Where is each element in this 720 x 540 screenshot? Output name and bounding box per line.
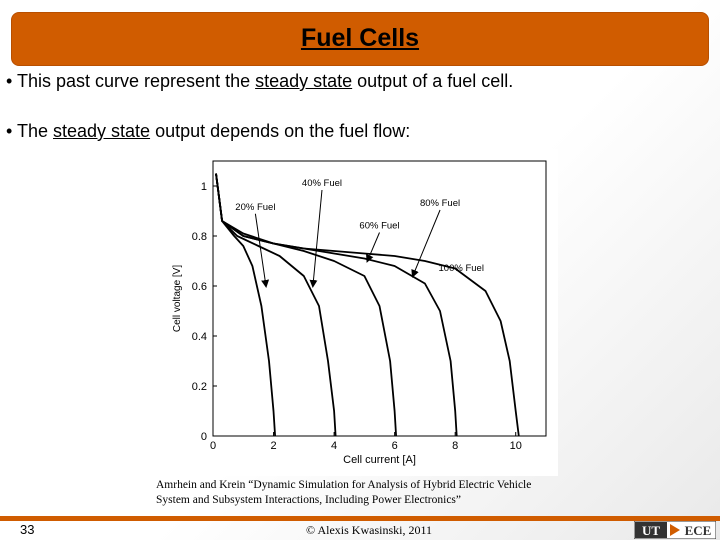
x-tick-label: 10 [510,440,522,452]
ut-ece-logo: UT ECE [634,521,716,539]
annotation-label-4: 80% Fuel [420,198,460,209]
annotation-label-2: 40% Fuel [302,178,342,189]
footer-divider [0,516,720,521]
figure-caption: Amrhein and Krein “Dynamic Simulation fo… [156,478,576,508]
bullet-1-suffix: output of a fuel cell. [352,71,514,91]
annotation-label-3: 60% Fuel [359,221,399,232]
x-tick-label: 2 [270,440,276,452]
y-tick-label: 0.4 [192,331,207,343]
annotation-label-5: 100% Fuel [439,263,484,274]
page-number: 33 [20,522,35,537]
x-tick-label: 8 [452,440,458,452]
bullet-2: • The steady state output depends on the… [6,121,410,142]
series-line-1 [215,173,276,437]
annotation-label-1: 20% Fuel [235,202,275,213]
x-tick-label: 6 [392,440,398,452]
caption-line-2: System and Subsystem Interactions, Inclu… [156,494,462,506]
series-line-4 [215,173,458,437]
polarization-figure: 0 2 4 6 8 10 0 0.2 0.4 0.6 0.8 1 Cell current [A] Cel… [156,149,558,476]
x-tick-label: 4 [331,440,337,452]
bullet-2-emphasis: steady state [53,121,151,141]
title-bar [11,12,709,66]
bullet-1: • This past curve represent the steady s… [6,71,513,92]
annotation-arrow-2 [309,189,323,288]
y-tick-label: 0 [201,431,207,443]
bullet-1-prefix: • This past curve represent the [6,71,256,91]
fuel-cell-chart: 0 2 4 6 8 10 0 0.2 0.4 0.6 0.8 1 Cell current [A] Cel… [172,160,547,466]
series-line-2 [215,173,337,437]
annotation-arrow-3 [366,232,380,263]
logo-ece-text: ECE [685,523,712,538]
annotation-arrow-4 [411,209,441,278]
x-axis-label: Cell current [A] [343,454,416,466]
caption-line-1: Amrhein and Krein “Dynamic Simulation fo… [156,479,532,491]
y-tick-label: 0.2 [192,381,207,393]
y-axis-label: Cell voltage [V] [172,265,183,332]
y-tick-label: 0.6 [192,281,207,293]
series-line-3 [215,173,397,437]
series-line-5 [215,173,520,437]
plot-frame [212,160,547,437]
x-tick-label: 0 [210,440,216,452]
copyright-text: © Alexis Kwasinski, 2011 [306,523,433,537]
annotation-arrow-1 [254,213,270,288]
slide-title: Fuel Cells [300,24,420,52]
logo-ut-text: UT [642,523,660,538]
y-tick-label: 0.8 [192,231,207,243]
y-tick-label: 1 [201,181,207,193]
bullet-2-suffix: output depends on the fuel flow: [150,121,411,141]
bullet-2-prefix: • The [6,121,53,141]
bullet-1-emphasis: steady state [255,71,353,91]
